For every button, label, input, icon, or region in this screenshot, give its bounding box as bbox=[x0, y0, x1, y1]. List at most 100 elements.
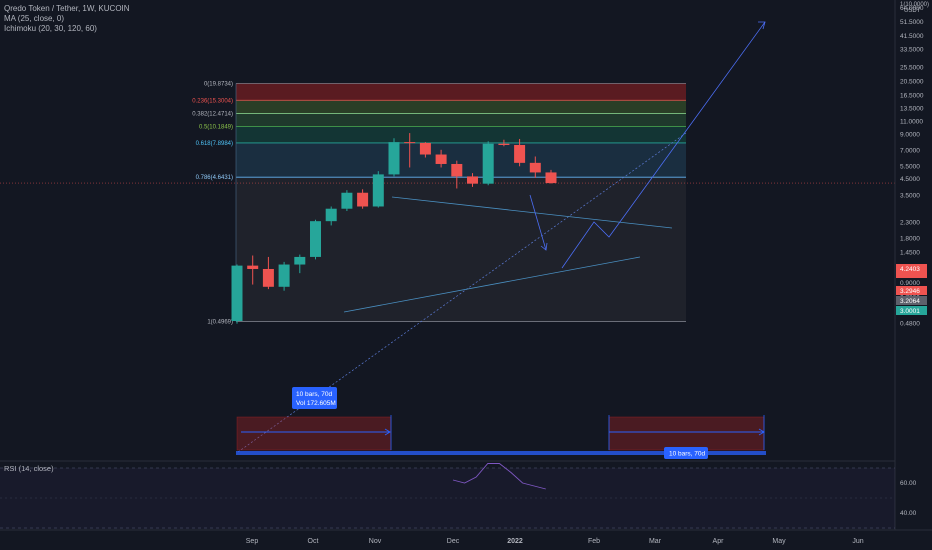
price-tick-label: 3.5000 bbox=[900, 192, 920, 199]
price-tick-label: 0.4800 bbox=[900, 321, 920, 328]
drop-arrow bbox=[529, 194, 547, 251]
rsi-tick-label: 40.00 bbox=[900, 510, 917, 517]
candle-body bbox=[467, 176, 478, 184]
drop-arrowhead bbox=[540, 242, 548, 251]
projection-arrowhead bbox=[758, 21, 766, 30]
price-tick-label: 25.5000 bbox=[900, 64, 924, 71]
candle-body bbox=[341, 192, 353, 209]
time-tick-label: Jun bbox=[852, 538, 863, 545]
price-tag bbox=[896, 286, 927, 295]
price-tag-label: 4.2403 bbox=[900, 266, 920, 273]
candle-body bbox=[388, 142, 400, 175]
legend-ma[interactable]: MA (25, close, 0) bbox=[4, 14, 65, 23]
candle-body bbox=[372, 174, 384, 207]
time-tick-label: Mar bbox=[649, 538, 662, 545]
legend-ichimoku[interactable]: Ichimoku (20, 30, 120, 60) bbox=[4, 24, 97, 33]
rsi-line bbox=[452, 463, 546, 490]
price-tick-label: 7.0000 bbox=[900, 148, 920, 155]
measure-label-left-line1: 10 bars, 70d bbox=[296, 391, 333, 398]
axis-unit: USDT bbox=[904, 8, 921, 14]
price-tick-label: 2.3000 bbox=[900, 220, 920, 227]
fib-level-label: 0.382(12.4714) bbox=[192, 111, 233, 117]
projection-path bbox=[561, 21, 766, 269]
candle-body bbox=[451, 163, 463, 177]
price-tick-label: 64.0000 bbox=[900, 5, 924, 12]
fib-level-label: 0.5(10.1849) bbox=[199, 125, 233, 131]
price-tag-label: 3.2064 bbox=[900, 298, 920, 305]
candle-body bbox=[514, 144, 526, 163]
upper-triangle-line bbox=[391, 196, 673, 229]
measure-label-left-line2: Vol 172.605M bbox=[296, 400, 336, 407]
price-tick-label: 16.5000 bbox=[900, 92, 924, 99]
price-tick-label: 1.4500 bbox=[900, 249, 920, 256]
time-tick-label: Oct bbox=[308, 538, 319, 545]
fib-level-label: 1(0.4969) bbox=[207, 319, 233, 325]
price-tick-label: 1.8000 bbox=[900, 235, 920, 242]
time-tick-label: May bbox=[772, 538, 786, 545]
candle-body bbox=[294, 256, 306, 265]
candle-body bbox=[247, 265, 259, 269]
price-axis: 1(10.0000)USDT80.000064.000051.500041.50… bbox=[0, 0, 932, 531]
candle-body bbox=[545, 172, 557, 184]
candle-body bbox=[435, 154, 447, 164]
price-tick-label: 11.0000 bbox=[900, 119, 923, 126]
candle-body bbox=[419, 142, 431, 155]
measure-label-right-bg bbox=[664, 447, 708, 459]
candle-body bbox=[310, 221, 321, 257]
fib-retracement: 0(19.8734) 0.236(15.3004) 0.382(12.4714) 0.… bbox=[192, 81, 686, 325]
candle-body bbox=[482, 143, 494, 184]
legend-title[interactable]: Qredo Token / Tether, 1W, KUCOIN bbox=[4, 4, 130, 13]
fib-zone bbox=[236, 113, 686, 127]
measure-label-right-line1: 10 bars, 70d bbox=[669, 451, 706, 458]
candle-body bbox=[262, 268, 274, 287]
chart-legend: Qredo Token / Tether, 1W, KUCOIN MA (25,… bbox=[4, 4, 130, 34]
candle-body bbox=[278, 264, 290, 287]
price-tag bbox=[896, 306, 927, 315]
axis-top-label: 1(10.0000) bbox=[900, 2, 929, 8]
candle-body bbox=[498, 143, 510, 145]
candle-body bbox=[404, 142, 416, 144]
price-tag bbox=[896, 296, 927, 305]
candle-body bbox=[529, 162, 541, 173]
price-tag-label: 3.2946 bbox=[900, 288, 920, 295]
price-tick-label: 41.5000 bbox=[900, 33, 924, 40]
measure-arrowhead-left bbox=[384, 428, 391, 436]
price-tag bbox=[896, 264, 927, 278]
time-range-bar bbox=[236, 451, 766, 455]
price-tick-label: 4.5000 bbox=[900, 176, 920, 183]
fib-level-label: 0(19.8734) bbox=[204, 81, 233, 87]
lower-triangle-line bbox=[343, 256, 641, 313]
price-tick-label: 20.5000 bbox=[900, 78, 924, 85]
drawings bbox=[0, 21, 895, 453]
time-tick-label: Apr bbox=[713, 538, 725, 545]
rsi-band bbox=[0, 468, 895, 529]
candles bbox=[231, 133, 557, 324]
time-tick-label: Sep bbox=[246, 538, 259, 545]
price-tick-label: 9.0000 bbox=[900, 131, 920, 138]
fib-zone bbox=[236, 177, 686, 322]
price-tick-label: 51.5000 bbox=[900, 19, 924, 26]
time-tick-label: 2022 bbox=[507, 538, 523, 545]
price-tick-label: 5.5000 bbox=[900, 163, 920, 170]
price-tick-label: 0.9000 bbox=[900, 280, 920, 287]
fib-level-label: 0.786(4.6431) bbox=[196, 175, 233, 181]
measure-tools: 10 bars, 70d Vol 172.605M 10 bars, 70d bbox=[236, 387, 766, 459]
time-tick-label: Feb bbox=[588, 538, 600, 545]
time-tick-label: Dec bbox=[447, 538, 460, 545]
price-tick-label: 33.5000 bbox=[900, 47, 924, 54]
rsi-pane: RSI (14, close) 60.00 40.00 bbox=[0, 460, 917, 529]
time-tick-label: Nov bbox=[369, 538, 382, 545]
candle-body bbox=[325, 208, 337, 222]
time-axis: Sep Oct Nov Dec 2022 Feb Mar Apr May Jun bbox=[246, 538, 864, 545]
measure-label-left-bg bbox=[292, 387, 337, 409]
rsi-legend: RSI (14, close) bbox=[4, 464, 54, 473]
measure-box-right bbox=[608, 416, 765, 451]
candle-body bbox=[231, 265, 243, 322]
fib-zone bbox=[236, 83, 686, 101]
price-tag-label: 3.0001 bbox=[900, 308, 920, 315]
fib-level-label: 0.618(7.8984) bbox=[196, 141, 233, 147]
fib-level-label: 0.236(15.3004) bbox=[192, 98, 233, 104]
fib-zone bbox=[236, 100, 686, 114]
measure-box-left bbox=[236, 416, 392, 451]
